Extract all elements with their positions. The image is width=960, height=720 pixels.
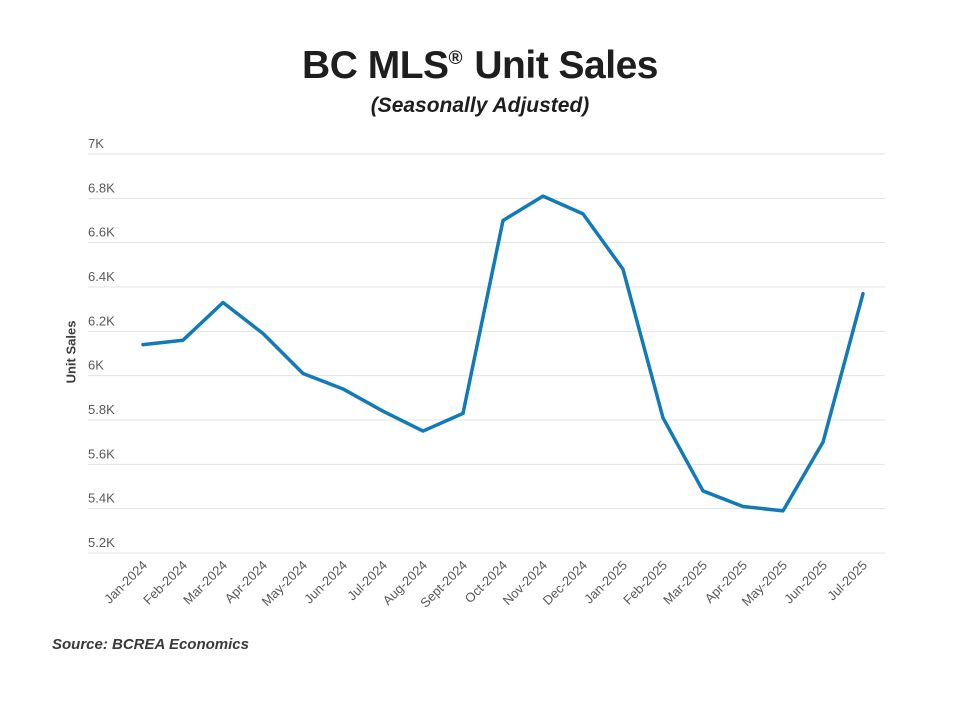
x-tick-label: Mar-2024 bbox=[180, 558, 230, 608]
y-axis-tick-labels: 5.2K 5.4K 5.6K 5.8K 6K 6.2K 6.4K 6.6K 6.8K 7K bbox=[88, 136, 115, 550]
x-tick-label: Mar-2025 bbox=[660, 558, 710, 608]
y-tick-label: 6.6K bbox=[88, 225, 115, 240]
unit-sales-series-line bbox=[141, 194, 865, 513]
y-tick-label: 5.4K bbox=[88, 491, 115, 506]
y-tick-label: 5.2K bbox=[88, 535, 115, 550]
y-tick-label: 7K bbox=[88, 136, 104, 151]
x-tick-label: Jun-2024 bbox=[301, 558, 350, 607]
y-tick-label: 6K bbox=[88, 358, 104, 373]
chart-header: BC MLS® Unit Sales (Seasonally Adjusted) bbox=[0, 46, 960, 118]
chart-title-rest: Unit Sales bbox=[464, 44, 658, 87]
chart-title-main: BC MLS bbox=[302, 44, 449, 87]
x-axis-tick-labels: Jan-2024Feb-2024Mar-2024Apr-2024May-2024… bbox=[101, 558, 870, 611]
y-tick-label: 6.4K bbox=[88, 269, 115, 284]
y-tick-label: 6.2K bbox=[88, 313, 115, 328]
registered-trademark-symbol: ® bbox=[448, 48, 463, 69]
x-tick-label: Dec-2024 bbox=[540, 558, 590, 608]
y-tick-label: 6.8K bbox=[88, 180, 115, 195]
chart-subtitle: (Seasonally Adjusted) bbox=[370, 94, 590, 117]
x-tick-label: Jul-2025 bbox=[824, 558, 870, 604]
y-tick-label: 5.6K bbox=[88, 446, 115, 461]
x-tick-label: Jun-2025 bbox=[781, 558, 830, 607]
chart-title: BC MLS® Unit Sales bbox=[0, 46, 960, 85]
y-tick-label: 5.8K bbox=[88, 402, 115, 417]
gridlines bbox=[88, 153, 885, 554]
source-note: Source: BCREA Economics bbox=[52, 636, 249, 653]
